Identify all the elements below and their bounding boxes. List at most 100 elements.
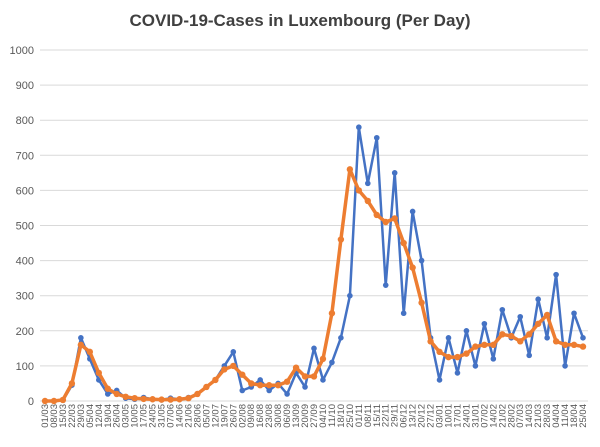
- x-tick-label: 27/12: [426, 404, 437, 428]
- series-1-point: [562, 363, 568, 369]
- series-2-point: [552, 338, 560, 345]
- x-tick-label: 08/03: [49, 404, 60, 428]
- series-2-point: [265, 382, 273, 389]
- series-2-point: [418, 299, 425, 306]
- x-tick-label: 28/03: [542, 404, 553, 428]
- y-tick-label: 600: [16, 185, 34, 197]
- series-1-point: [373, 134, 380, 141]
- series-1-point: [499, 306, 506, 313]
- x-tick-label: 28/02: [506, 404, 517, 428]
- series-1-point: [454, 370, 461, 376]
- x-tick-label: 18/04: [569, 404, 580, 428]
- x-tick-label: 04/04: [551, 404, 562, 428]
- x-tick-label: 06/12: [399, 404, 410, 428]
- series-1-point: [535, 296, 541, 303]
- series-1-point: [391, 170, 398, 176]
- series-2-point: [212, 376, 219, 384]
- series-1-point: [553, 271, 559, 278]
- series-2-point: [543, 311, 551, 319]
- series-2-point: [194, 390, 201, 398]
- y-tick-label: 200: [16, 326, 34, 338]
- series-2: [41, 166, 587, 405]
- series-2-point: [167, 396, 174, 403]
- series-1-point: [526, 352, 532, 359]
- series-2-point: [445, 353, 452, 361]
- y-tick-label: 700: [16, 150, 34, 162]
- series-1-point: [311, 345, 317, 352]
- x-tick-label: 25/10: [345, 404, 356, 428]
- series-1-point: [409, 208, 416, 215]
- x-tick-label: 11/10: [327, 404, 338, 427]
- series-2-point: [454, 353, 461, 361]
- series-2-point: [534, 320, 542, 327]
- x-axis-ticks: 01/0308/0315/0322/0329/0305/0412/0419/04…: [40, 404, 589, 428]
- series-1-point: [571, 310, 577, 317]
- series-2-point: [561, 341, 569, 349]
- series-2-point: [400, 239, 407, 247]
- series-1-point: [490, 356, 497, 362]
- x-tick-label: 29/11: [390, 404, 401, 427]
- series-1-point: [472, 363, 479, 369]
- x-tick-label: 03/05: [121, 404, 132, 428]
- x-tick-label: 01/03: [40, 404, 51, 428]
- x-tick-label: 17/05: [139, 404, 150, 428]
- series-2-point: [310, 373, 318, 380]
- series-1-point: [302, 384, 308, 390]
- x-tick-label: 19/04: [103, 404, 114, 428]
- series-2-point: [292, 364, 300, 371]
- chart-title: COVID-19-Cases in Luxembourg (Per Day): [129, 11, 471, 30]
- series-2-point: [122, 393, 129, 400]
- x-tick-label: 10/05: [130, 404, 141, 428]
- y-tick-label: 0: [28, 396, 34, 408]
- series-1-point: [382, 282, 389, 288]
- x-tick-label: 19/07: [219, 404, 230, 428]
- series-2-point: [41, 397, 49, 405]
- y-tick-label: 1000: [10, 45, 34, 57]
- series-2-point: [239, 371, 246, 378]
- x-tick-label: 11/04: [560, 404, 571, 427]
- series-1-point: [78, 335, 84, 341]
- x-tick-label: 14/02: [488, 404, 499, 428]
- series-1: [42, 124, 586, 404]
- series-1-line: [43, 125, 585, 403]
- x-tick-label: 12/04: [94, 404, 105, 428]
- series-2-point: [86, 348, 94, 356]
- series-2-point: [463, 350, 470, 357]
- series-2-point: [328, 310, 336, 317]
- x-tick-label: 31/05: [157, 404, 168, 428]
- series-1-point: [104, 391, 111, 397]
- series-2-point: [364, 197, 371, 205]
- series-2-point: [158, 396, 165, 403]
- x-tick-label: 24/05: [148, 404, 159, 428]
- series-1-point: [257, 377, 264, 383]
- x-tick-label: 22/03: [67, 404, 78, 428]
- series-2-point: [140, 395, 147, 403]
- series-2-point: [346, 166, 354, 173]
- series-2-point: [104, 385, 111, 392]
- x-tick-label: 03/01: [435, 404, 446, 428]
- x-tick-label: 05/07: [201, 404, 212, 428]
- x-tick-label: 07/03: [515, 404, 526, 428]
- x-tick-label: 08/11: [363, 404, 374, 427]
- series-2-point: [508, 332, 515, 340]
- series-2-point: [131, 394, 138, 402]
- series-layer: [41, 124, 587, 405]
- x-tick-label: 06/09: [282, 404, 293, 428]
- x-tick-label: 13/09: [291, 404, 302, 428]
- series-2-point: [68, 380, 76, 387]
- series-2-point: [50, 397, 58, 405]
- x-tick-label: 23/08: [264, 404, 275, 428]
- series-1-point: [239, 387, 246, 394]
- y-axis-ticks: 0 100 200 300 400 500 600 700 800 900 1000: [10, 45, 34, 408]
- series-2-point: [436, 348, 443, 356]
- x-tick-label: 20/12: [417, 404, 428, 428]
- x-tick-label: 18/10: [336, 404, 347, 428]
- series-2-point: [337, 236, 345, 243]
- x-tick-label: 20/09: [300, 404, 311, 428]
- x-tick-label: 07/06: [166, 404, 177, 428]
- series-1-point: [445, 335, 452, 341]
- series-1-point: [266, 387, 272, 394]
- x-tick-label: 30/08: [273, 404, 284, 428]
